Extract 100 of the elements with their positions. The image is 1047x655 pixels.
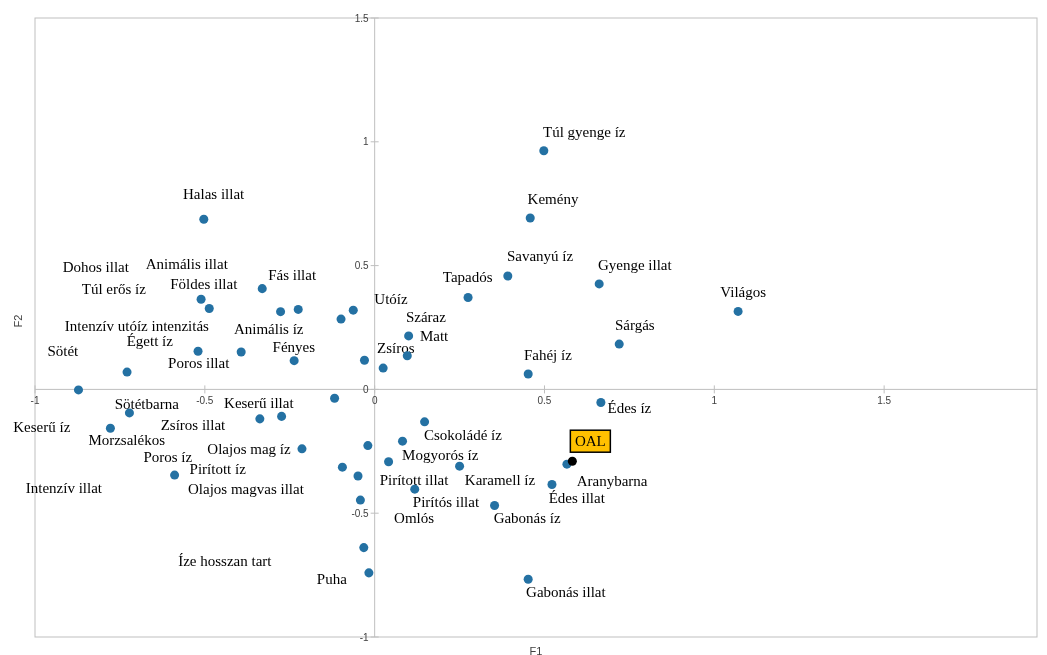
point xyxy=(463,293,473,303)
point xyxy=(384,457,394,467)
point xyxy=(193,346,203,356)
point xyxy=(105,423,115,433)
annotation: Fás illat xyxy=(268,267,317,284)
annotation: Intenzív utóíz intenzitás xyxy=(64,317,210,334)
annotation: Túl erős íz xyxy=(81,280,147,297)
point xyxy=(124,408,134,418)
annotation: Savanyú íz xyxy=(506,248,574,265)
annotation: Sötétbarna xyxy=(114,395,180,412)
annotation: Gyenge illat xyxy=(597,256,673,273)
annotation: Olajos magvas illat xyxy=(188,481,305,498)
point xyxy=(257,284,267,294)
point xyxy=(355,495,365,505)
annotation: Fényes xyxy=(272,339,316,356)
point xyxy=(353,471,363,481)
x-tick-label: 0 xyxy=(371,395,378,407)
point xyxy=(359,543,369,553)
annotation: Poros illat xyxy=(168,355,231,372)
annotation: Túl gyenge íz xyxy=(542,124,626,141)
x-tick-label: -0.5 xyxy=(196,395,214,407)
point xyxy=(73,385,83,395)
point xyxy=(276,307,286,317)
annotation: Édes illat xyxy=(548,490,606,507)
point xyxy=(255,414,265,424)
point xyxy=(330,393,340,403)
y-tick-label: 1 xyxy=(363,136,370,148)
x-tick-label: 0.5 xyxy=(537,395,552,407)
annotation: Gabonás íz xyxy=(493,509,562,526)
annotation: Sárgás xyxy=(614,316,655,333)
point xyxy=(398,436,408,446)
point xyxy=(539,146,549,156)
x-tick-label: 1 xyxy=(711,395,718,407)
annotation: Földes illat xyxy=(170,275,239,292)
series-label: OAL xyxy=(574,433,606,450)
x-tick-label: -1 xyxy=(30,395,40,407)
point xyxy=(503,271,513,281)
point xyxy=(363,441,373,451)
annotation: Csokoládé íz xyxy=(424,426,503,443)
point xyxy=(733,306,743,316)
y-tick-label: 0 xyxy=(363,383,370,395)
point xyxy=(404,331,414,341)
annotation: Intenzív illat xyxy=(25,480,103,497)
annotation: Dohos illat xyxy=(62,259,130,276)
point xyxy=(348,305,358,315)
annotation: Keserű illat xyxy=(224,394,295,411)
annotation: Olajos mag íz xyxy=(207,440,291,457)
annotation: Gabonás illat xyxy=(526,584,607,601)
point xyxy=(359,355,369,365)
point xyxy=(196,294,206,304)
x-tick-label: 1.5 xyxy=(877,395,892,407)
annotation: Száraz xyxy=(405,308,447,325)
point xyxy=(410,484,420,494)
annotation: Keserű íz xyxy=(13,418,71,435)
point xyxy=(490,501,500,511)
y-tick-label: 1.5 xyxy=(354,12,370,24)
y-tick-label: 0.5 xyxy=(354,260,370,272)
annotation: Karamell íz xyxy=(464,472,536,489)
annotation: Égett íz xyxy=(126,333,174,350)
point xyxy=(523,369,533,379)
point xyxy=(336,314,346,324)
point xyxy=(293,304,303,314)
annotation: Matt xyxy=(419,328,450,345)
point xyxy=(122,367,132,377)
annotation: Íze hosszan tart xyxy=(178,553,273,570)
annotation: Mogyorós íz xyxy=(402,446,479,463)
point xyxy=(204,303,214,313)
annotation: Pirított illat xyxy=(379,472,450,489)
point xyxy=(567,456,577,466)
annotation: Halas illat xyxy=(183,185,246,202)
annotation: Utóíz xyxy=(374,290,408,307)
point xyxy=(547,479,557,489)
annotation: Morzsalékos xyxy=(88,432,166,449)
annotation: Édes íz xyxy=(607,400,652,417)
annotation: Világos xyxy=(720,283,767,300)
annotation: Pirítós illat xyxy=(412,494,480,511)
point xyxy=(277,411,287,421)
point xyxy=(289,356,299,366)
annotation: Animális íz xyxy=(233,321,304,338)
point xyxy=(378,363,388,373)
point xyxy=(596,398,606,408)
annotation: Animális illat xyxy=(145,256,229,273)
point xyxy=(364,568,374,578)
annotation: Zsíros xyxy=(376,340,415,357)
annotation: Zsíros illat xyxy=(160,416,227,433)
point xyxy=(337,462,347,472)
annotation: Omlós xyxy=(394,509,435,526)
y-axis-title: F2 xyxy=(11,314,24,328)
point xyxy=(614,339,624,349)
annotation: Sötét xyxy=(47,343,80,360)
annotation: Puha xyxy=(316,571,348,588)
y-tick-label: -1 xyxy=(359,631,370,643)
y-tick-label: -0.5 xyxy=(351,507,370,519)
annotation: Tapadós xyxy=(442,268,493,285)
point xyxy=(525,213,535,223)
annotation: Aranybarna xyxy=(576,473,648,490)
point xyxy=(297,444,307,454)
annotation: Kemény xyxy=(527,190,579,207)
point xyxy=(170,470,180,480)
point xyxy=(199,214,209,224)
